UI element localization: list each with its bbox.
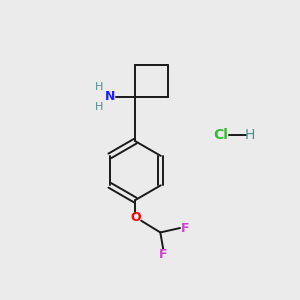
- Text: F: F: [159, 248, 167, 261]
- Text: O: O: [130, 211, 141, 224]
- Text: N: N: [105, 91, 116, 103]
- Text: Cl: Cl: [213, 128, 228, 142]
- Text: F: F: [181, 221, 190, 235]
- Text: H: H: [95, 102, 103, 112]
- Text: H: H: [95, 82, 103, 92]
- Text: H: H: [245, 128, 255, 142]
